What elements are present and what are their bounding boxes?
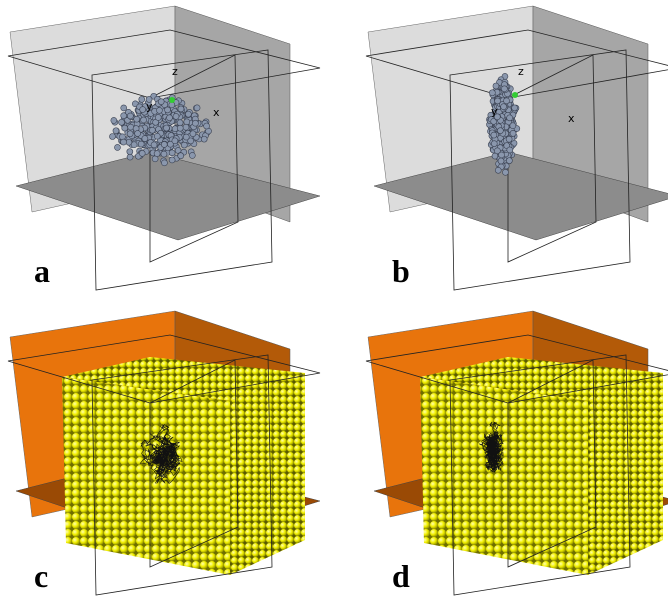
bead: [127, 154, 133, 160]
bead: [156, 107, 162, 113]
cube-front: [62, 377, 230, 575]
cube-right: [588, 373, 663, 575]
bead: [127, 113, 133, 119]
bead: [498, 158, 504, 164]
bead: [178, 106, 184, 112]
bead: [502, 169, 508, 175]
bead: [181, 142, 187, 148]
cube-front: [420, 377, 588, 575]
bead: [177, 125, 183, 131]
cube-right: [230, 373, 305, 575]
bead: [139, 96, 145, 102]
bead: [495, 167, 501, 173]
bead: [183, 134, 189, 140]
bead: [114, 144, 120, 150]
end-bead: [512, 92, 518, 98]
bead: [154, 133, 160, 139]
bead: [113, 128, 119, 134]
figure: z x y a z x y b c d: [0, 0, 668, 599]
bead: [189, 152, 195, 158]
bead: [510, 130, 516, 136]
bead: [177, 120, 183, 126]
axis-label: z: [518, 65, 524, 78]
bead: [194, 105, 200, 111]
bead: [161, 160, 167, 166]
axis-label: z: [172, 65, 178, 78]
bead: [184, 119, 190, 125]
bead: [121, 105, 127, 111]
bead: [190, 131, 196, 137]
bead: [185, 111, 191, 117]
bead: [169, 157, 175, 163]
bead: [510, 123, 516, 129]
panel: z x y b: [366, 6, 668, 290]
bead: [119, 119, 125, 125]
bead: [128, 124, 134, 130]
bead: [161, 151, 167, 157]
bead: [491, 132, 497, 138]
bead: [141, 117, 147, 123]
bead: [491, 141, 497, 147]
bead: [183, 124, 189, 130]
bead: [204, 123, 210, 129]
bead: [135, 130, 141, 136]
bead: [149, 127, 155, 133]
bead: [201, 136, 207, 142]
bead: [512, 105, 518, 111]
bead: [497, 128, 503, 134]
bead: [169, 150, 175, 156]
bead: [155, 114, 161, 120]
bead: [172, 138, 178, 144]
bead: [109, 134, 115, 140]
bead: [134, 116, 140, 122]
axis-label: x: [568, 112, 575, 125]
bead: [165, 107, 171, 113]
bead: [173, 113, 179, 119]
bead: [192, 120, 198, 126]
bead: [501, 86, 507, 92]
end-bead: [169, 97, 175, 103]
bead: [493, 83, 499, 89]
bead: [158, 99, 164, 105]
bead: [122, 125, 128, 131]
axis-label: y: [146, 100, 153, 113]
bead: [178, 153, 184, 159]
bead: [506, 158, 512, 164]
axis-label: y: [491, 105, 498, 118]
bead: [501, 104, 507, 110]
panel-label: d: [392, 558, 410, 594]
bead: [166, 115, 172, 121]
bead: [507, 147, 513, 153]
panel-label: c: [34, 558, 48, 594]
bead: [154, 151, 160, 157]
bead: [140, 107, 146, 113]
bead: [127, 131, 133, 137]
panel: c: [8, 311, 320, 595]
bead: [127, 149, 133, 155]
bead: [151, 142, 157, 148]
panel: z x y a: [8, 6, 320, 290]
bead: [504, 98, 510, 104]
bead: [489, 90, 495, 96]
bead: [506, 136, 512, 142]
bead: [499, 152, 505, 158]
panel-label: a: [34, 253, 50, 289]
bead: [142, 136, 148, 142]
axis-label: x: [213, 106, 220, 119]
bead: [121, 139, 127, 145]
bead: [111, 117, 117, 123]
panel-label: b: [392, 253, 410, 289]
bead: [139, 150, 145, 156]
bead: [131, 142, 137, 148]
bead: [507, 115, 513, 121]
panel: d: [366, 311, 668, 595]
bead: [161, 141, 167, 147]
bead: [138, 141, 144, 147]
bead: [163, 125, 169, 131]
